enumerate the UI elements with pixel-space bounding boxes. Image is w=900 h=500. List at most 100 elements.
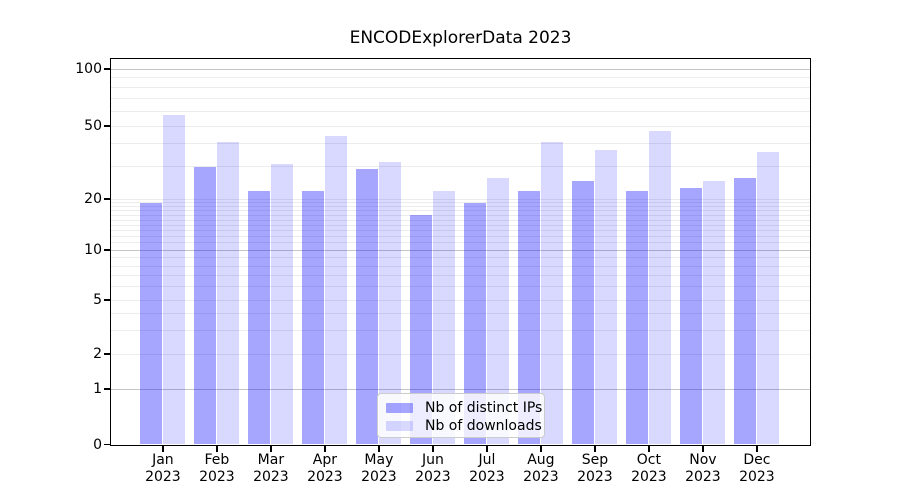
bar-nb-of-downloads-feb: [217, 141, 240, 445]
y-tick-label: 5: [93, 292, 102, 308]
y-tick-mark: [104, 388, 111, 390]
x-tick-label: Dec 2023: [739, 452, 775, 485]
x-tick-mark: [432, 445, 434, 452]
bar-nb-of-downloads-dec: [757, 152, 780, 445]
bar-nb-of-distinct-ips-may: [356, 169, 379, 445]
gridline-minor: [111, 286, 810, 288]
bar-nb-of-distinct-ips-jun: [410, 215, 433, 445]
y-tick-mark: [104, 353, 111, 355]
bar-nb-of-downloads-nov: [703, 181, 726, 445]
x-tick-mark: [594, 445, 596, 452]
x-tick-label: Jan 2023: [145, 452, 181, 485]
legend-item-downloads: Nb of downloads: [386, 417, 544, 434]
gridline-minor: [111, 77, 810, 79]
bar-nb-of-distinct-ips-oct: [626, 191, 649, 445]
x-tick-mark: [162, 445, 164, 452]
gridline-minor: [111, 265, 810, 267]
x-tick-label: May 2023: [361, 452, 397, 485]
bar-nb-of-downloads-mar: [271, 164, 294, 445]
gridline-minor: [111, 236, 810, 238]
bar-nb-of-distinct-ips-nov: [680, 187, 703, 445]
gridline-minor: [111, 214, 810, 216]
gridline-minor: [111, 198, 810, 200]
y-tick-label: 1: [93, 381, 102, 397]
y-tick-label: 0: [93, 436, 102, 453]
y-tick-label: 100: [75, 61, 102, 77]
x-tick-label: Nov 2023: [685, 452, 721, 485]
legend-label-distinct-ips: Nb of distinct IPs: [425, 399, 543, 416]
gridline-minor: [111, 86, 810, 88]
gridline-minor: [111, 125, 810, 127]
y-tick-mark: [104, 198, 111, 200]
x-tick-label: Jun 2023: [415, 452, 451, 485]
legend: Nb of distinct IPs Nb of downloads: [377, 393, 545, 438]
x-tick-label: Sep 2023: [577, 452, 613, 485]
x-tick-label: Oct 2023: [631, 452, 667, 485]
x-tick-mark: [756, 445, 758, 452]
x-tick-mark: [216, 445, 218, 452]
gridline-minor: [111, 329, 810, 331]
bar-nb-of-downloads-oct: [649, 130, 672, 445]
bar-nb-of-downloads-jan: [163, 115, 186, 445]
gridline-minor: [111, 166, 810, 168]
legend-label-downloads: Nb of downloads: [425, 417, 542, 434]
gridline-minor: [111, 143, 810, 145]
y-tick-mark: [104, 249, 111, 251]
x-tick-mark: [378, 445, 380, 452]
x-tick-label: Feb 2023: [199, 452, 235, 485]
bar-nb-of-distinct-ips-dec: [734, 178, 757, 445]
bar-nb-of-distinct-ips-mar: [248, 191, 271, 445]
y-tick-mark: [104, 68, 111, 70]
x-tick-mark: [702, 445, 704, 452]
legend-item-distinct-ips: Nb of distinct IPs: [386, 399, 544, 416]
bar-nb-of-distinct-ips-aug: [518, 191, 541, 445]
bar-nb-of-downloads-apr: [325, 136, 348, 445]
y-tick-label: 2: [93, 346, 102, 362]
gridline-major: [111, 249, 810, 251]
gridline-minor: [111, 97, 810, 99]
bar-nb-of-distinct-ips-sep: [572, 181, 595, 445]
y-tick-mark: [104, 125, 111, 127]
legend-swatch-downloads: [386, 420, 413, 431]
gridline-minor: [111, 299, 810, 301]
x-tick-mark: [540, 445, 542, 452]
bar-nb-of-distinct-ips-apr: [302, 191, 325, 445]
bar-nb-of-downloads-aug: [541, 141, 564, 445]
x-tick-mark: [648, 445, 650, 452]
x-tick-label: Mar 2023: [253, 452, 289, 485]
gridline-major: [111, 68, 810, 70]
bar-nb-of-downloads-jun: [433, 191, 456, 445]
gridline-major: [111, 388, 810, 390]
x-tick-label: Aug 2023: [523, 452, 559, 485]
gridline-minor: [111, 210, 810, 212]
bar-nb-of-distinct-ips-jan: [140, 202, 163, 445]
x-tick-label: Apr 2023: [307, 452, 343, 485]
gridline-minor: [111, 206, 810, 208]
gridline-minor: [111, 275, 810, 277]
x-tick-mark: [486, 445, 488, 452]
chart-title: ENCODExplorerData 2023: [349, 28, 572, 48]
x-tick-mark: [270, 445, 272, 452]
gridline-minor: [111, 230, 810, 232]
gridline-minor: [111, 353, 810, 355]
gridline-minor: [111, 219, 810, 221]
gridline-minor: [111, 257, 810, 259]
gridline-minor: [111, 110, 810, 112]
y-tick-mark: [104, 299, 111, 301]
y-tick-label: 10: [84, 242, 102, 258]
bar-nb-of-distinct-ips-feb: [194, 166, 217, 445]
bar-nb-of-downloads-jul: [487, 178, 510, 445]
bar-nb-of-distinct-ips-jul: [464, 202, 487, 445]
y-tick-label: 50: [84, 118, 102, 134]
y-tick-mark: [104, 443, 111, 446]
bar-nb-of-downloads-sep: [595, 149, 618, 445]
x-tick-mark: [324, 445, 326, 452]
legend-swatch-distinct-ips: [386, 402, 413, 413]
x-tick-label: Jul 2023: [469, 452, 505, 485]
bar-nb-of-downloads-may: [379, 161, 402, 445]
gridline-minor: [111, 224, 810, 226]
gridline-minor: [111, 242, 810, 244]
gridline-minor: [111, 202, 810, 204]
y-tick-label: 20: [84, 191, 102, 207]
